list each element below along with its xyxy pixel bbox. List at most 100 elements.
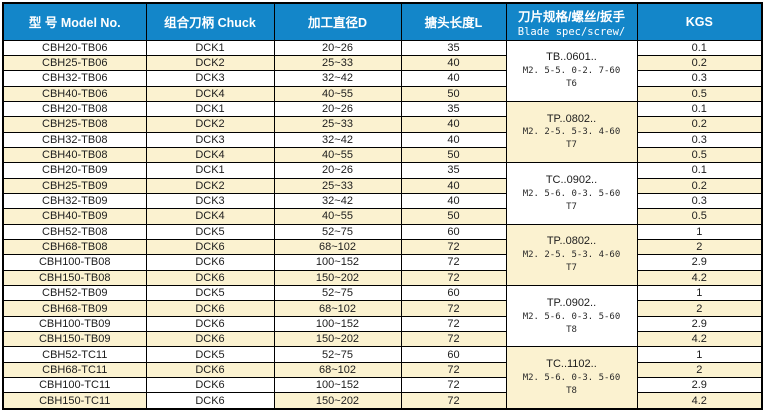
cell-d: 100~152 — [273, 254, 402, 271]
cell-chuck: DCK1 — [145, 162, 275, 179]
header-row: 型 号 Model No. 组合刀柄 Chuck 加工直径D 搪头长度L 刀片规… — [2, 2, 763, 41]
cell-d: 25~33 — [273, 116, 402, 133]
cell-chuck: DCK3 — [145, 131, 275, 148]
cell-model: CBH40-TB08 — [2, 146, 147, 164]
cell-kgs: 2.9 — [636, 315, 763, 333]
cell-l: 72 — [400, 361, 507, 379]
cell-l: 72 — [400, 331, 507, 348]
cell-model: CBH150-TC11 — [2, 392, 147, 410]
cell-chuck: DCK5 — [145, 346, 275, 363]
screw-spec: M2. 5-5. 0-2. 7-60 — [522, 66, 621, 77]
cell-model: CBH20-TB09 — [2, 162, 147, 179]
cell-model: CBH20-TB08 — [2, 100, 147, 118]
table-row: CBH40-TB09 DCK4 40~55 50 0.5 — [2, 208, 763, 225]
cell-kgs: 1 — [636, 346, 763, 363]
cell-kgs: 0.2 — [636, 116, 763, 133]
cell-d: 20~26 — [273, 39, 402, 56]
blade-code: TC..0902.. — [545, 173, 598, 186]
wrench-code: T7 — [566, 201, 577, 212]
column-header-chuck: 组合刀柄 Chuck — [145, 2, 275, 41]
table-row: CBH150-TB09 DCK6 150~202 72 4.2 — [2, 331, 763, 348]
cell-l: 72 — [400, 377, 507, 394]
cell-chuck: DCK6 — [145, 315, 275, 333]
table-row: CBH68-TB09 DCK6 68~102 72 2 — [2, 300, 763, 317]
cell-kgs: 0.1 — [636, 100, 763, 118]
cell-model: CBH52-TB08 — [2, 223, 147, 240]
cell-model: CBH32-TB06 — [2, 70, 147, 87]
cell-kgs: 4.2 — [636, 392, 763, 410]
table-row: CBH25-TB06 DCK2 25~33 40 0.2 — [2, 54, 763, 72]
cell-d: 32~42 — [273, 70, 402, 87]
blade-code: TB..0601.. — [546, 51, 597, 64]
table-row: CBH32-TB06 DCK3 32~42 40 0.3 — [2, 70, 763, 87]
cell-d: 150~202 — [273, 269, 402, 287]
wrench-code: T7 — [566, 263, 577, 274]
cell-l: 40 — [400, 54, 507, 72]
cell-d: 32~42 — [273, 192, 402, 210]
cell-l: 60 — [400, 223, 507, 240]
cell-chuck: DCK6 — [145, 392, 275, 410]
cell-kgs: 0.1 — [636, 39, 763, 56]
cell-d: 20~26 — [273, 100, 402, 118]
cell-kgs: 1 — [636, 223, 763, 240]
cell-model: CBH20-TB06 — [2, 39, 147, 56]
table-row: CBH68-TB08 DCK6 68~102 72 2 — [2, 238, 763, 256]
cell-l: 35 — [400, 162, 507, 179]
cell-model: CBH100-TC11 — [2, 377, 147, 394]
cell-l: 50 — [400, 208, 507, 225]
cell-kgs: 4.2 — [636, 331, 763, 348]
cell-l: 72 — [400, 238, 507, 256]
column-header-model: 型 号 Model No. — [2, 2, 147, 41]
cell-kgs: 0.5 — [636, 85, 763, 102]
cell-chuck: DCK3 — [145, 192, 275, 210]
cell-d: 68~102 — [273, 361, 402, 379]
table-row: CBH52-TB08 DCK5 52~75 60 TP..0802.. M2. 2-5. … — [2, 223, 763, 287]
cell-l: 72 — [400, 315, 507, 333]
cell-chuck: DCK1 — [145, 100, 275, 118]
cell-kgs: 0.5 — [636, 208, 763, 225]
cell-kgs: 2.9 — [636, 254, 763, 271]
cell-d: 150~202 — [273, 331, 402, 348]
cell-kgs: 2.9 — [636, 377, 763, 394]
cell-model: CBH150-TB08 — [2, 269, 147, 287]
cell-model: CBH32-TB08 — [2, 131, 147, 148]
table-row: CBH20-TB08 DCK1 20~26 35 TP..0802.. M2. 2-5. … — [2, 100, 763, 164]
wrench-code: T7 — [566, 140, 577, 151]
cell-d: 40~55 — [273, 146, 402, 164]
cell-chuck: DCK4 — [145, 208, 275, 225]
cell-l: 40 — [400, 177, 507, 194]
blade-header-en: Blade spec/screw/ — [517, 25, 626, 38]
screw-spec: M2. 5-6. 0-3. 5-60 — [522, 373, 621, 384]
cell-chuck: DCK6 — [145, 300, 275, 317]
cell-chuck: DCK4 — [145, 85, 275, 102]
blade-code: TP..0802.. — [546, 235, 597, 248]
screw-spec: M2. 2-5. 5-3. 4-60 — [522, 127, 621, 138]
cell-kgs: 0.3 — [636, 131, 763, 148]
cell-chuck: DCK2 — [145, 177, 275, 194]
wrench-code: T6 — [566, 79, 577, 90]
cell-l: 60 — [400, 346, 507, 363]
cell-d: 52~75 — [273, 223, 402, 240]
blade-code: TP..0902.. — [546, 296, 597, 309]
table-row: CBH100-TC11 DCK6 100~152 72 2.9 — [2, 377, 763, 394]
wrench-code: T8 — [566, 386, 577, 397]
cell-model: CBH68-TB08 — [2, 238, 147, 256]
cell-l: 40 — [400, 116, 507, 133]
screw-spec: M2. 5-6. 0-3. 5-60 — [522, 311, 621, 322]
column-header-length: 搪头长度L — [400, 2, 507, 41]
cell-l: 50 — [400, 146, 507, 164]
blade-code: TP..0802.. — [546, 112, 597, 125]
table-row: CBH100-TB09 DCK6 100~152 72 2.9 — [2, 315, 763, 333]
cell-model: CBH68-TC11 — [2, 361, 147, 379]
cell-l: 60 — [400, 284, 507, 302]
column-header-diameter: 加工直径D — [273, 2, 402, 41]
cell-model: CBH40-TB09 — [2, 208, 147, 225]
table-row: CBH32-TB08 DCK3 32~42 40 0.3 — [2, 131, 763, 148]
screw-spec: M2. 5-6. 0-3. 5-60 — [522, 188, 621, 199]
cell-l: 72 — [400, 254, 507, 271]
cell-chuck: DCK6 — [145, 361, 275, 379]
blade-header-cn: 刀片规格/螺丝/扳手 — [518, 9, 625, 24]
cell-model: CBH150-TB09 — [2, 331, 147, 348]
cell-chuck: DCK6 — [145, 254, 275, 271]
